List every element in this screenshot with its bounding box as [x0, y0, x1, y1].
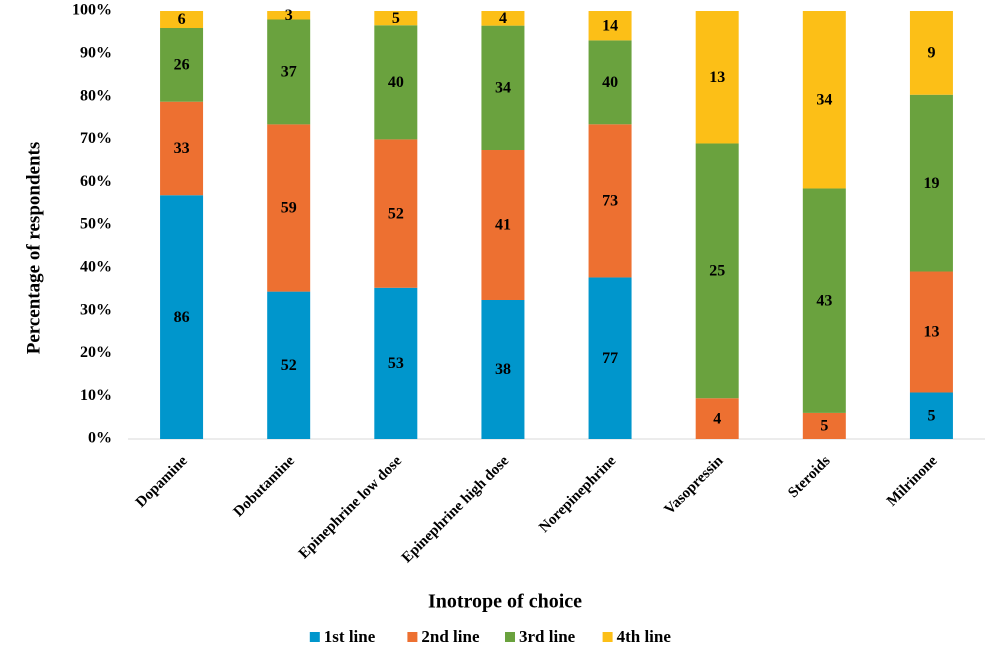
bar-segment — [374, 25, 418, 140]
y-tick-label: 0% — [88, 430, 112, 447]
bar-segment — [481, 299, 525, 439]
data-label: 37 — [281, 64, 297, 81]
data-label: 38 — [495, 361, 511, 378]
data-label: 86 — [174, 309, 190, 326]
y-tick-label: 30% — [80, 301, 112, 318]
y-tick-label: 10% — [80, 387, 112, 404]
data-label: 6 — [178, 11, 186, 28]
y-tick-label: 70% — [80, 130, 112, 147]
bar-segment — [267, 11, 311, 20]
bar-segment — [374, 139, 418, 288]
x-axis-title: Inotrope of choice — [428, 591, 582, 613]
data-label: 14 — [602, 17, 618, 34]
y-tick-label: 100% — [72, 2, 112, 19]
bar-segment — [909, 11, 953, 95]
data-label: 77 — [602, 350, 618, 367]
bar-segment — [909, 392, 953, 439]
legend-label: 1st line — [324, 627, 376, 646]
data-label: 4 — [499, 10, 507, 27]
legend-label: 3rd line — [519, 627, 576, 646]
bar-segment — [695, 11, 739, 144]
bar-segment — [267, 19, 311, 125]
x-tick-label: Epinephrine high dose — [399, 453, 513, 567]
data-label: 13 — [923, 324, 939, 341]
data-label: 5 — [820, 418, 828, 435]
bar-segment — [374, 11, 418, 26]
bar-segment — [695, 143, 739, 399]
bar-segment — [802, 412, 846, 439]
data-label: 3 — [285, 7, 293, 24]
bar-segment — [588, 277, 632, 439]
x-tick-label: Vasopressin — [661, 452, 726, 517]
data-label: 19 — [923, 175, 939, 192]
legend-swatch — [602, 632, 613, 642]
data-label: 53 — [388, 355, 404, 372]
bar-segment — [588, 40, 632, 125]
bar-segment — [267, 291, 311, 439]
data-label: 9 — [927, 45, 935, 62]
x-tick-label: Dopamine — [133, 453, 191, 511]
data-label: 5 — [927, 407, 935, 424]
bar-segment — [481, 11, 525, 26]
x-tick-label: Norepinephrine — [536, 453, 619, 536]
bar-segment — [160, 195, 204, 439]
data-label: 40 — [602, 74, 618, 91]
bar-segment — [588, 124, 632, 278]
data-label: 25 — [709, 263, 725, 280]
y-tick-label: 90% — [80, 44, 112, 61]
data-label: 59 — [281, 200, 297, 217]
y-tick-label: 80% — [80, 87, 112, 104]
data-label: 41 — [495, 217, 511, 234]
y-tick-label: 60% — [80, 173, 112, 190]
bar-segment — [802, 188, 846, 413]
bar-segment — [588, 11, 632, 41]
data-label: 52 — [281, 357, 297, 374]
bar-segment — [374, 287, 418, 439]
legend-swatch — [309, 632, 320, 642]
data-label: 40 — [388, 74, 404, 91]
x-tick-label: Steroids — [785, 453, 833, 501]
data-label: 4 — [713, 410, 721, 427]
data-label: 52 — [388, 205, 404, 222]
bar-segment — [267, 124, 311, 292]
y-axis-title: Percentage of respondents — [23, 142, 44, 355]
bar-segment — [695, 398, 739, 439]
legend-swatch — [505, 632, 515, 642]
x-tick-label: Epinephrine low dose — [296, 453, 405, 562]
data-label: 13 — [709, 69, 725, 86]
x-tick-label: Milrinone — [884, 453, 941, 510]
bar-segment — [160, 101, 204, 196]
data-label: 43 — [816, 292, 832, 309]
bar-segment — [909, 271, 953, 393]
bar-segment — [481, 150, 525, 300]
bar-segment — [802, 11, 846, 189]
legend-label: 4th line — [617, 627, 672, 646]
data-label: 33 — [174, 140, 190, 157]
x-tick-label: Dobutamine — [231, 453, 299, 521]
legend-label: 2nd line — [421, 627, 480, 646]
data-label: 26 — [174, 57, 190, 74]
y-tick-label: 40% — [80, 258, 112, 275]
bar-segment — [160, 28, 204, 102]
bar-segment — [481, 25, 525, 151]
legend-swatch — [407, 632, 418, 642]
bar-segment — [160, 11, 204, 29]
y-tick-label: 50% — [80, 216, 112, 233]
data-label: 73 — [602, 193, 618, 210]
data-label: 34 — [816, 91, 832, 108]
data-label: 34 — [495, 79, 511, 96]
bar-segment — [909, 94, 953, 272]
data-label: 5 — [392, 10, 400, 27]
y-tick-label: 20% — [80, 344, 112, 361]
